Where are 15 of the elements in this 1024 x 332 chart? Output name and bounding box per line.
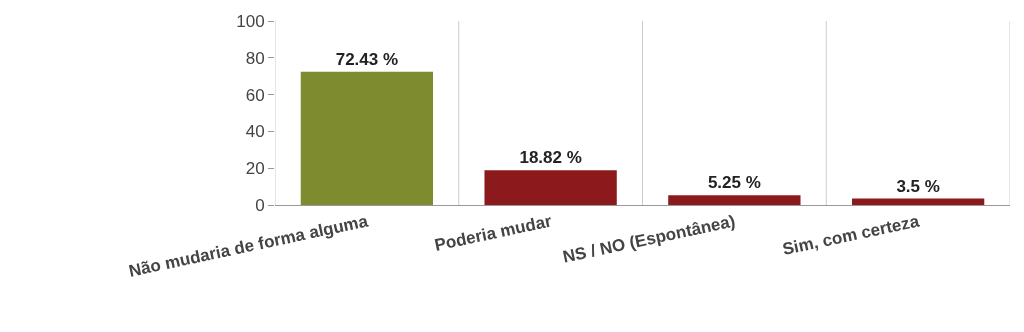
y-tick-label: 20	[245, 159, 265, 179]
x-tick-label: Sim, com certeza	[780, 211, 922, 260]
y-tick-label: 60	[245, 85, 265, 105]
data-label: 18.82 %	[519, 148, 582, 168]
y-tick-label: 40	[245, 122, 265, 142]
y-tick-label: 80	[245, 48, 265, 68]
bar	[484, 170, 617, 205]
bar	[300, 71, 434, 205]
data-label: 3.5 %	[896, 176, 940, 196]
data-label: 72.43 %	[335, 49, 399, 69]
x-tick-label: Poderia mudar	[432, 211, 554, 255]
bar	[668, 195, 801, 205]
y-tick-label: 100	[236, 11, 265, 31]
bar	[851, 198, 985, 205]
data-label: 5.25 %	[707, 173, 761, 193]
